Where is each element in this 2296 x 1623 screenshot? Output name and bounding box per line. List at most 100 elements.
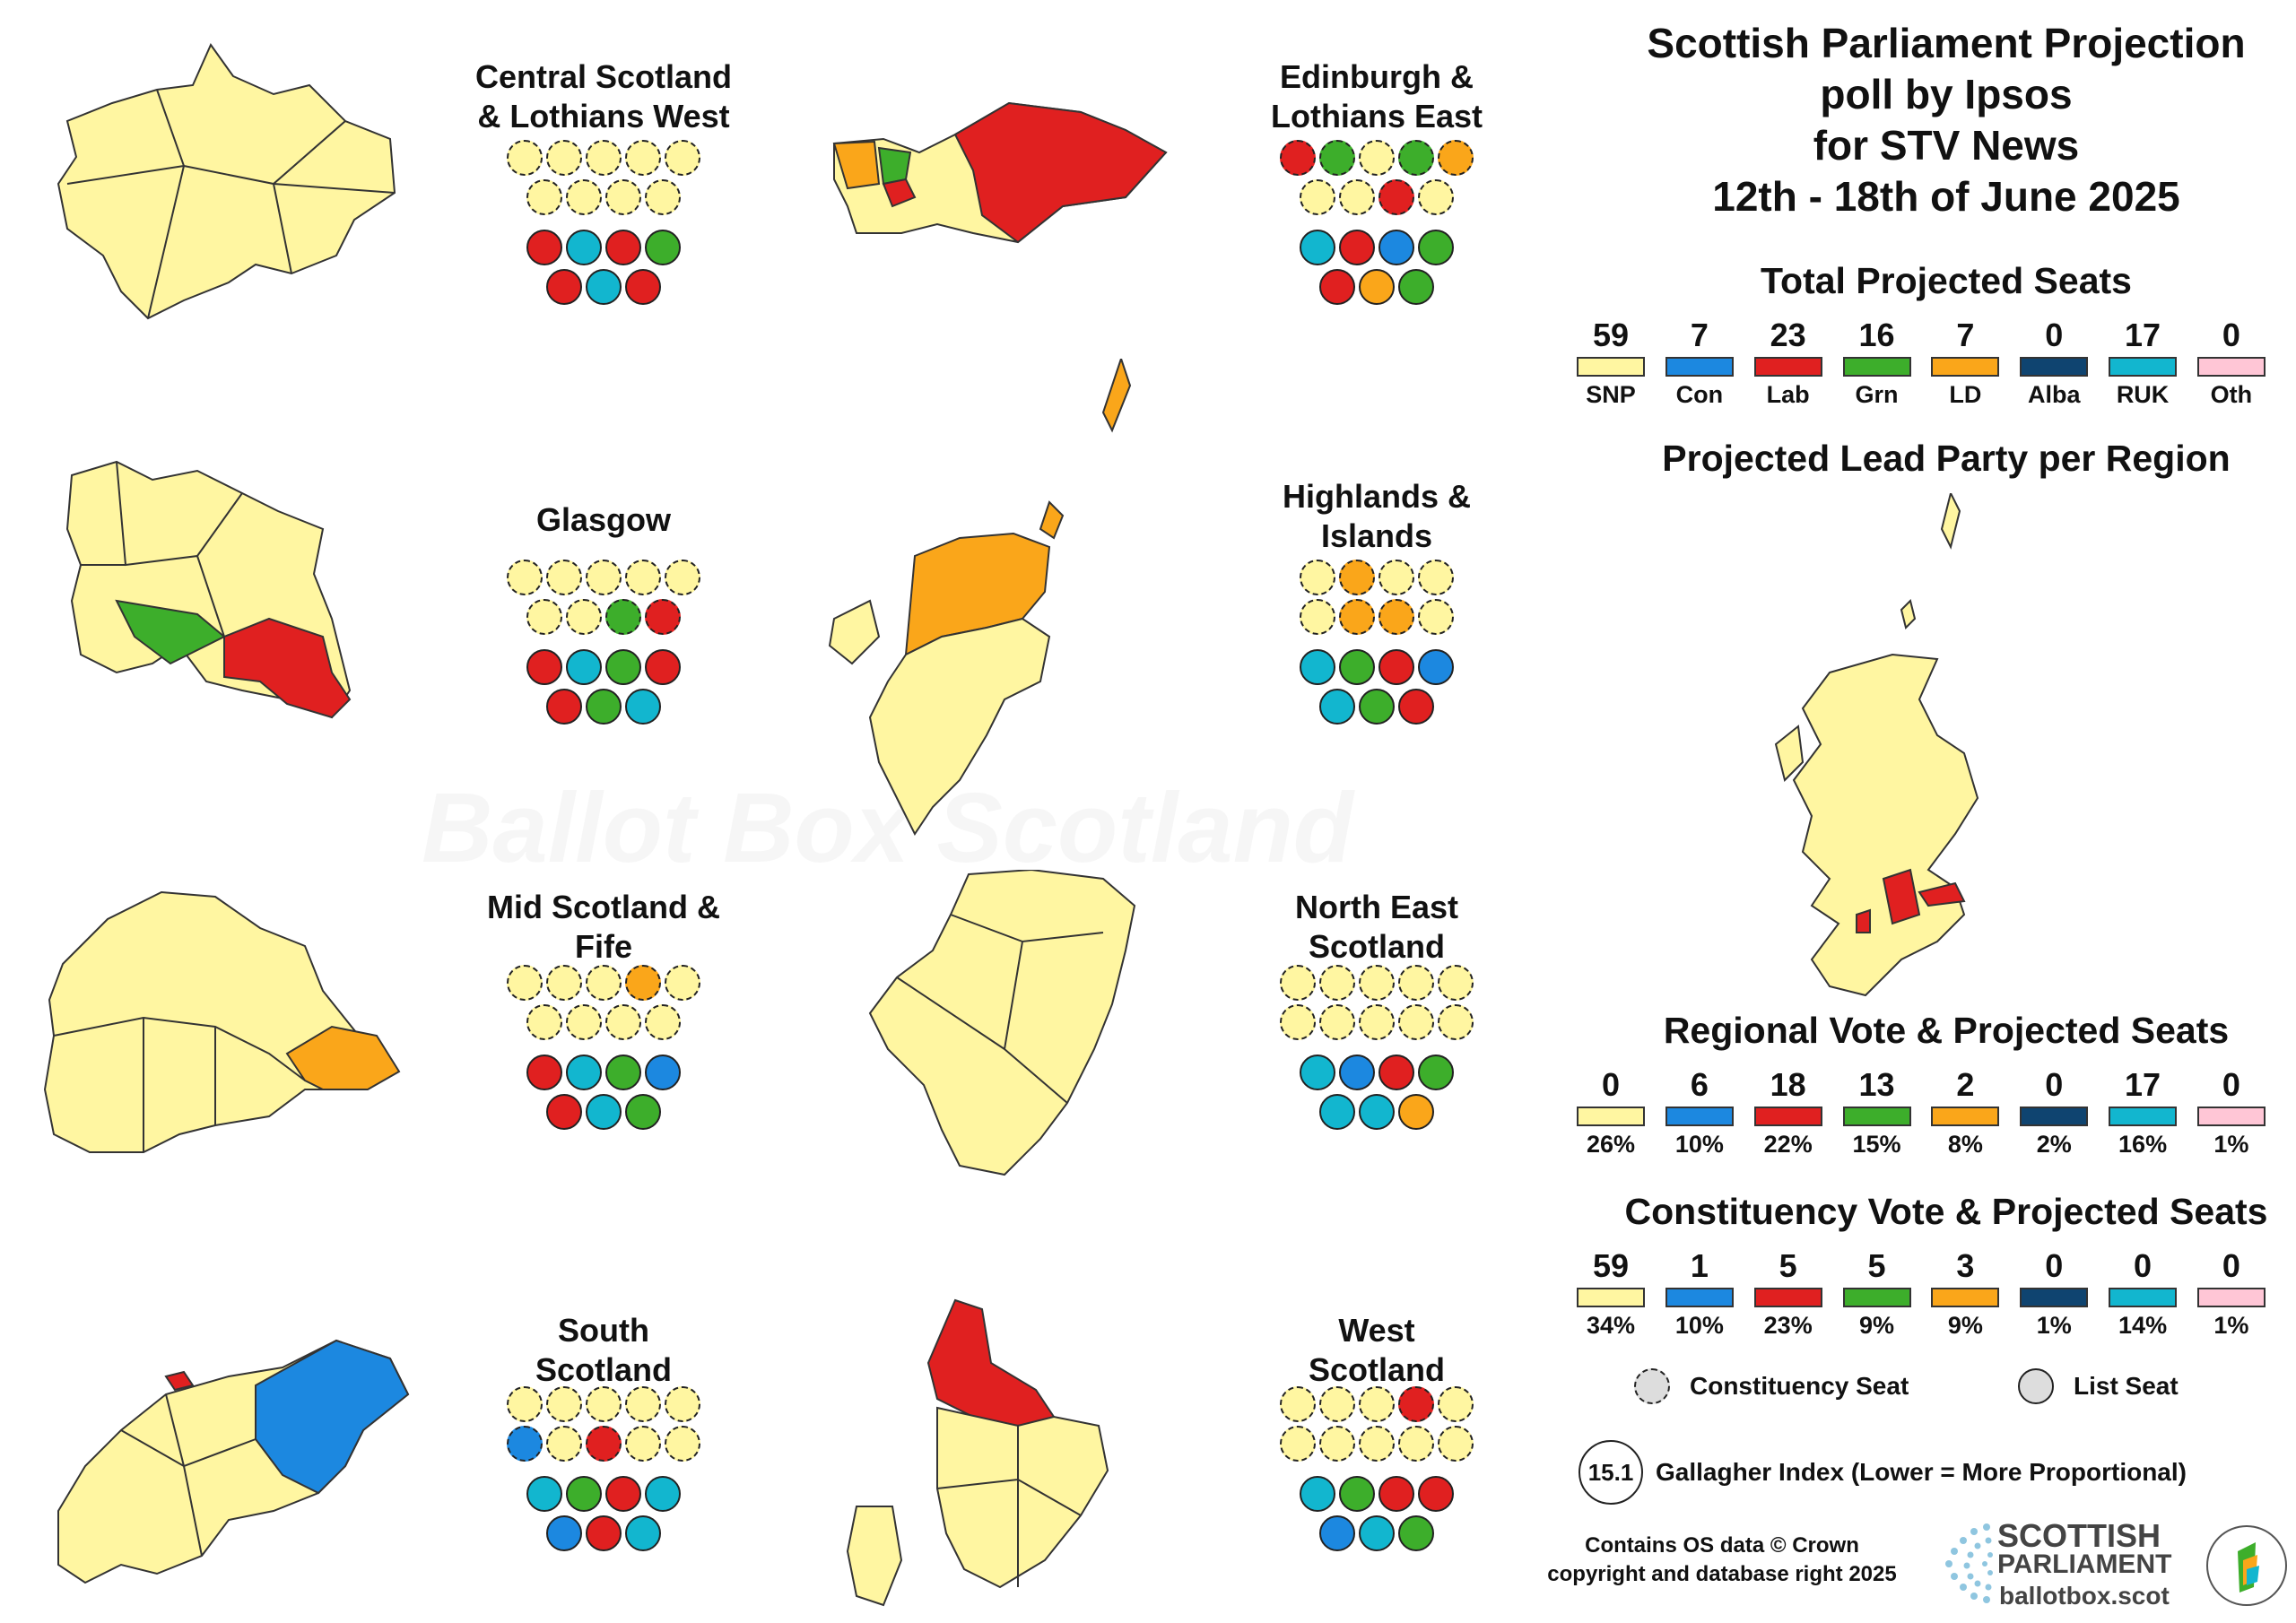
constituency-seat-snp (566, 179, 602, 215)
party-swatch (1753, 357, 1822, 377)
constituency-seat-snp (1398, 965, 1434, 1001)
title-line-2: poll by Ipsos (1820, 71, 2073, 117)
gallagher-value: 15.1 (1578, 1440, 1643, 1505)
seat-count: 5 (1779, 1247, 1797, 1284)
constituency-seat-snp (526, 179, 562, 215)
legend-item-ld: 3 9% (1926, 1246, 2005, 1341)
map-south-scotland (57, 1339, 410, 1584)
constituency-seat-snp (546, 1426, 582, 1462)
party-swatch (2020, 1288, 2089, 1307)
seat-count: 7 (1956, 317, 1975, 353)
vote-share: 8% (1947, 1131, 1983, 1158)
party-swatch (1842, 1107, 1911, 1126)
constituency-seat-snp (1280, 1004, 1316, 1040)
list-seat-grn (1359, 689, 1395, 725)
list-seat-ruk (1300, 1055, 1335, 1090)
list-seat-ruk (1300, 230, 1335, 265)
seats-highlands (1242, 560, 1511, 728)
seat-count: 1 (1690, 1247, 1709, 1284)
constituency-seat-grn (1398, 140, 1434, 176)
party-swatch (1753, 1107, 1822, 1126)
ballot-box-scotland-logo (2206, 1525, 2287, 1606)
constituency-seat-lab (645, 599, 681, 635)
seats-glasgow (469, 560, 738, 728)
list-seat-lab (586, 1515, 622, 1551)
vote-share: 23% (1763, 1312, 1813, 1339)
constituency-seat-grn (1319, 140, 1355, 176)
list-seat-con (645, 1055, 681, 1090)
legend-item-oth: 0 1% (2192, 1065, 2271, 1160)
list-seat-ruk (526, 1476, 562, 1512)
list-seat-lab (1378, 1476, 1414, 1512)
list-seat-con (1339, 1055, 1375, 1090)
constituency-seat-snp (1438, 1004, 1474, 1040)
legend-item-grn: 5 9% (1838, 1246, 1917, 1341)
constituency-seat-snp (1398, 1004, 1434, 1040)
party-label: Alba (2027, 381, 2081, 408)
seat-count: 17 (2125, 317, 2161, 353)
constituency-seat-lab (1280, 140, 1316, 176)
party-swatch (1842, 357, 1911, 377)
legend-item-ruk: 17 16% (2103, 1065, 2182, 1160)
legend-total: 59 SNP 7 Con 23 Lab 16 Grn 7 LD 0 Alba 17 RUK 0 Oth (1571, 316, 2271, 411)
region-title-glasgow: Glasgow (535, 501, 672, 538)
constituency-seat-grn (605, 599, 641, 635)
vote-share: 1% (2213, 1131, 2249, 1158)
list-seat-ruk (566, 230, 602, 265)
constituency-seat-snp (645, 1004, 681, 1040)
vote-share: 9% (1859, 1312, 1895, 1339)
list-seat-grn (1418, 1055, 1454, 1090)
constituency-seat-snp (526, 599, 562, 635)
list-seat-lab (546, 269, 582, 305)
vote-share: 14% (2118, 1312, 2168, 1339)
region-title-edinburgh: Edinburgh & Lothians East (1270, 58, 1483, 135)
constituency-seat-snp (1378, 560, 1414, 595)
vote-share: 1% (2036, 1312, 2072, 1339)
constituency-seat-snp (1300, 179, 1335, 215)
list-seat-con (1418, 649, 1454, 685)
region-title-west: West Scotland (1308, 1312, 1445, 1388)
page-title: Scottish Parliament Projection poll by I… (1543, 18, 2296, 222)
seat-count: 0 (1601, 1066, 1621, 1103)
scottish-parliament-logo: SCOTTISH PARLIAMENT ballotbox.scot (1933, 1514, 2202, 1614)
os-credit: Contains OS data © Crown copyright and d… (1547, 1533, 1897, 1586)
seat-count: 5 (1867, 1247, 1886, 1284)
constituency-seat-snp (526, 1004, 562, 1040)
map-highlands-islands (828, 359, 1132, 836)
legend-item-lab: 23 Lab (1749, 316, 1828, 411)
legend-item-oth: 0 1% (2192, 1246, 2271, 1341)
constituency-seat-snp (1300, 599, 1335, 635)
logo-line-2: PARLIAMENT (1997, 1549, 2172, 1579)
seat-count: 0 (2045, 1066, 2064, 1103)
key-list-label: List Seat (2074, 1372, 2179, 1400)
seats-central (469, 140, 738, 308)
legend-item-ruk: 17 RUK (2103, 316, 2182, 411)
constituency-seat-snp (1359, 1386, 1395, 1422)
vote-share: 22% (1763, 1131, 1813, 1158)
region-title-central: Central Scotland & Lothians West (474, 58, 733, 135)
map-mid-scotland-fife (43, 890, 401, 1153)
key-constituency-label: Constituency Seat (1690, 1372, 1909, 1400)
map-lead-party-scotland (1774, 493, 1979, 997)
section-lead-title: Projected Lead Party per Region (1662, 438, 2231, 479)
constituency-seat-snp (586, 140, 622, 176)
constituency-seat-snp (1418, 599, 1454, 635)
constituency-seat-snp (605, 179, 641, 215)
seat-count: 18 (1770, 1066, 1806, 1103)
party-swatch (1931, 357, 2000, 377)
list-seat-icon (2018, 1368, 2054, 1404)
constituency-seat-snp (507, 140, 543, 176)
vote-share: 34% (1586, 1312, 1636, 1339)
legend-item-lab: 5 23% (1749, 1246, 1828, 1341)
constituency-seat-snp (507, 1386, 543, 1422)
seat-count: 3 (1956, 1247, 1975, 1284)
seats-mid-scotland (469, 965, 738, 1133)
vote-share: 26% (1586, 1131, 1636, 1158)
party-swatch (2196, 1107, 2266, 1126)
legend-item-con: 1 10% (1660, 1246, 1739, 1341)
constituency-seat-ld (1438, 140, 1474, 176)
list-seat-lab (605, 230, 641, 265)
list-seat-ruk (586, 269, 622, 305)
constituency-seat-ld (1339, 599, 1375, 635)
constituency-seat-snp (586, 1386, 622, 1422)
